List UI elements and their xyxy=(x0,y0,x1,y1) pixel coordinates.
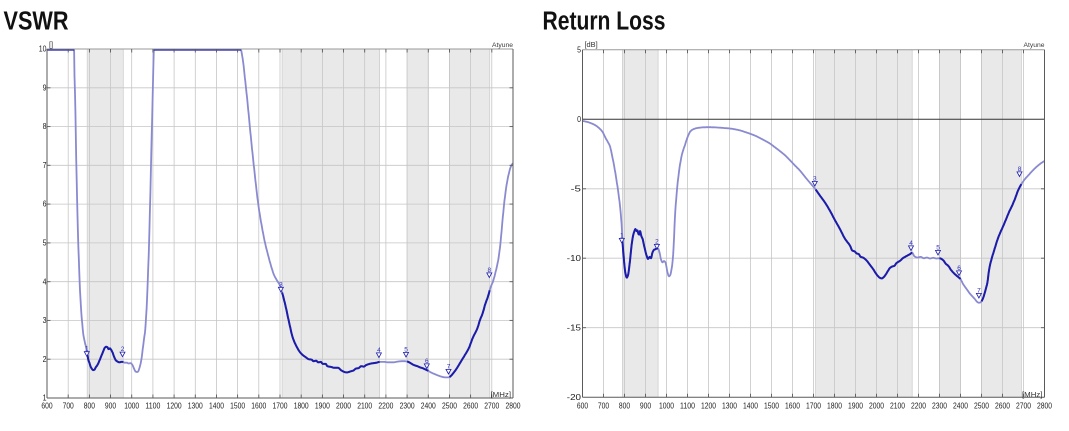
svg-text:4: 4 xyxy=(377,347,381,354)
svg-text:Atyune: Atyune xyxy=(1024,42,1045,49)
svg-text:1000: 1000 xyxy=(659,401,674,411)
svg-text:2: 2 xyxy=(655,238,659,245)
svg-text:2000: 2000 xyxy=(869,401,884,411)
svg-text:3: 3 xyxy=(813,175,817,182)
svg-text:1400: 1400 xyxy=(743,401,758,411)
svg-text:7: 7 xyxy=(43,160,47,170)
svg-text:1200: 1200 xyxy=(701,401,716,411)
svg-text:4: 4 xyxy=(909,240,913,247)
svg-text:800: 800 xyxy=(619,401,630,411)
svg-text:0: 0 xyxy=(577,114,581,124)
svg-text:2600: 2600 xyxy=(463,401,478,411)
svg-text:2400: 2400 xyxy=(953,401,968,411)
svg-text:1200: 1200 xyxy=(167,401,182,411)
svg-text:2500: 2500 xyxy=(974,401,989,411)
svg-text:7: 7 xyxy=(447,363,451,370)
svg-text:Return Loss: Return Loss xyxy=(543,7,666,35)
svg-text:5: 5 xyxy=(936,244,940,251)
svg-text:900: 900 xyxy=(105,401,116,411)
svg-text:7: 7 xyxy=(977,287,981,294)
svg-text:2300: 2300 xyxy=(400,401,415,411)
svg-text:3: 3 xyxy=(279,281,283,288)
svg-text:2600: 2600 xyxy=(995,401,1010,411)
svg-text:10: 10 xyxy=(39,44,47,54)
svg-text:2000: 2000 xyxy=(336,401,351,411)
svg-text:1100: 1100 xyxy=(145,401,160,411)
svg-text:2200: 2200 xyxy=(911,401,926,411)
svg-text:2: 2 xyxy=(43,354,47,364)
svg-text:1500: 1500 xyxy=(764,401,779,411)
svg-text:8: 8 xyxy=(43,121,47,131)
svg-text:1500: 1500 xyxy=(230,401,245,411)
svg-text:1300: 1300 xyxy=(188,401,203,411)
svg-text:[]: [] xyxy=(49,40,53,49)
svg-text:1600: 1600 xyxy=(785,401,800,411)
svg-text:1600: 1600 xyxy=(251,401,266,411)
svg-text:2700: 2700 xyxy=(484,401,499,411)
svg-text:2800: 2800 xyxy=(506,401,521,411)
svg-text:4: 4 xyxy=(43,276,47,286)
svg-text:1: 1 xyxy=(620,232,624,239)
svg-text:2700: 2700 xyxy=(1016,401,1031,411)
svg-text:6: 6 xyxy=(957,265,961,272)
svg-text:2200: 2200 xyxy=(378,401,393,411)
svg-text:1900: 1900 xyxy=(315,401,330,411)
svg-text:-20: -20 xyxy=(567,392,582,402)
svg-text:8: 8 xyxy=(487,267,491,274)
svg-text:VSWR: VSWR xyxy=(4,7,69,35)
svg-text:1100: 1100 xyxy=(680,401,695,411)
svg-text:2400: 2400 xyxy=(421,401,436,411)
svg-text:5: 5 xyxy=(577,44,581,54)
svg-text:1: 1 xyxy=(43,393,47,403)
svg-text:2: 2 xyxy=(121,346,125,353)
svg-text:6: 6 xyxy=(425,358,429,365)
svg-text:1800: 1800 xyxy=(827,401,842,411)
svg-text:3: 3 xyxy=(43,315,47,325)
svg-text:9: 9 xyxy=(43,82,47,92)
svg-text:2800: 2800 xyxy=(1037,401,1052,411)
svg-text:1: 1 xyxy=(85,346,89,353)
svg-text:Atyune: Atyune xyxy=(492,42,513,49)
svg-text:600: 600 xyxy=(41,401,52,411)
svg-text:1000: 1000 xyxy=(124,401,139,411)
svg-text:1800: 1800 xyxy=(294,401,309,411)
svg-text:6: 6 xyxy=(43,199,47,209)
svg-text:-10: -10 xyxy=(567,253,582,263)
svg-text:5: 5 xyxy=(404,346,408,353)
svg-text:2100: 2100 xyxy=(890,401,905,411)
svg-text:[MHz]: [MHz] xyxy=(491,392,512,399)
svg-text:1900: 1900 xyxy=(848,401,863,411)
svg-text:2100: 2100 xyxy=(357,401,372,411)
svg-text:700: 700 xyxy=(63,401,74,411)
svg-text:[dB]: [dB] xyxy=(585,40,598,49)
svg-text:1700: 1700 xyxy=(273,401,288,411)
svg-text:-5: -5 xyxy=(571,183,582,193)
svg-text:900: 900 xyxy=(640,401,651,411)
svg-text:5: 5 xyxy=(43,238,47,248)
svg-text:2500: 2500 xyxy=(442,401,457,411)
svg-text:[MHz]: [MHz] xyxy=(1022,392,1043,399)
svg-text:600: 600 xyxy=(577,401,588,411)
svg-text:-15: -15 xyxy=(567,322,582,332)
svg-text:1700: 1700 xyxy=(806,401,821,411)
svg-text:700: 700 xyxy=(598,401,609,411)
svg-text:1400: 1400 xyxy=(209,401,224,411)
svg-text:1300: 1300 xyxy=(722,401,737,411)
svg-text:800: 800 xyxy=(84,401,95,411)
svg-text:8: 8 xyxy=(1018,166,1022,173)
svg-text:2300: 2300 xyxy=(932,401,947,411)
